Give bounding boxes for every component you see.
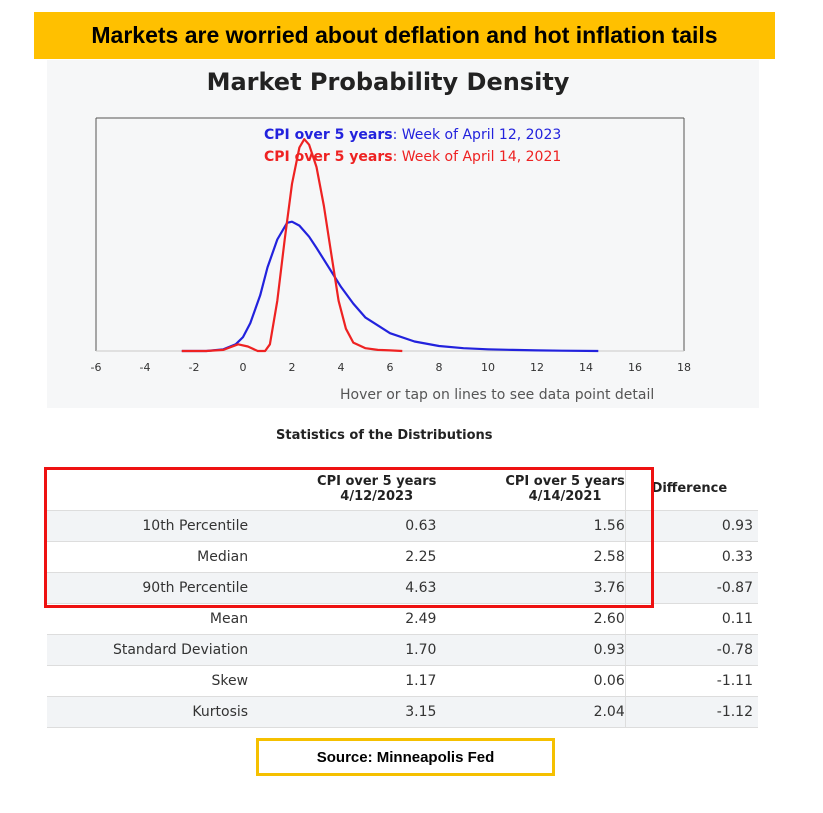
hover-hint: Hover or tap on lines to see data point … [340,387,655,403]
legend-series-date: : Week of April 14, 2021 [393,149,562,165]
row-label: 10th Percentile [47,510,249,542]
x-tick-label: 10 [481,361,495,374]
headline-text: Markets are worried about deflation and … [91,22,718,48]
value-2023: 2.25 [248,541,437,573]
table-row: Kurtosis 3.15 2.04 -1.12 [47,696,758,728]
value-2021: 3.76 [436,572,626,604]
row-label: Kurtosis [47,696,249,728]
legend-entry: CPI over 5 years: Week of April 12, 2023 [264,127,561,143]
row-label: Mean [47,603,249,635]
value-difference: -0.87 [624,572,758,604]
value-difference: -1.11 [624,665,758,697]
table-row: Skew 1.17 0.06 -1.11 [47,665,758,697]
value-2021: 2.04 [436,696,626,728]
x-tick-label: -6 [91,361,102,374]
x-tick-label: -4 [140,361,151,374]
x-tick-label: 2 [289,361,296,374]
source-box: Source: Minneapolis Fed [256,738,555,776]
headline-banner: Markets are worried about deflation and … [34,12,775,59]
legend-series-label: CPI over 5 years [264,149,393,165]
value-difference: 0.11 [624,603,758,635]
x-tick-label: -2 [189,361,200,374]
value-2023: 0.63 [248,510,437,542]
x-tick-label: 16 [628,361,642,374]
header-2021-line1: CPI over 5 years [505,473,625,489]
value-difference: -1.12 [624,696,758,728]
chart-title: Market Probability Density [206,68,570,96]
header-2021-line2: 4/14/2021 [528,488,602,504]
value-2021: 2.60 [436,603,626,635]
value-difference: 0.33 [624,541,758,573]
x-tick-label: 12 [530,361,544,374]
row-label: Standard Deviation [47,634,249,666]
value-2021: 2.58 [436,541,626,573]
value-2023: 3.15 [248,696,437,728]
x-tick-label: 8 [436,361,443,374]
table-row: 90th Percentile 4.63 3.76 -0.87 [47,572,758,604]
series-line-2023 [181,220,599,353]
table-row: Standard Deviation 1.70 0.93 -0.78 [47,634,758,666]
legend-entry: CPI over 5 years: Week of April 14, 2021 [264,149,561,165]
value-2023: 2.49 [248,603,437,635]
value-2023: 1.17 [248,665,437,697]
x-tick-label: 0 [240,361,247,374]
row-label: Skew [47,665,249,697]
density-chart[interactable]: -6 -4 -2 0 2 4 6 8 10 12 14 16 18 CPI over 5 years: W… [47,60,759,408]
header-difference: Difference [624,467,758,511]
x-tick-label: 4 [338,361,345,374]
table-row: Median 2.25 2.58 0.33 [47,541,758,573]
value-difference: 0.93 [624,510,758,542]
table-row: 10th Percentile 0.63 1.56 0.93 [47,510,758,542]
x-tick-label: 18 [677,361,691,374]
value-2023: 4.63 [248,572,437,604]
source-text: Source: Minneapolis Fed [316,748,495,766]
header-2023-line2: 4/12/2023 [340,488,414,504]
value-2021: 0.93 [436,634,626,666]
header-blank [47,467,248,511]
legend-series-label: CPI over 5 years [264,127,393,143]
value-difference: -0.78 [624,634,758,666]
table-row: Mean 2.49 2.60 0.11 [47,603,758,635]
series-line-2021 [181,138,403,353]
header-2023: CPI over 5 years 4/12/2023 [248,467,436,511]
x-tick-label: 14 [579,361,593,374]
stats-table: CPI over 5 years 4/12/2023 CPI over 5 yea… [47,467,758,728]
header-2021: CPI over 5 years 4/14/2021 [436,467,625,511]
value-2021: 0.06 [436,665,626,697]
x-tick-label: 6 [387,361,394,374]
value-2021: 1.56 [436,510,626,542]
stats-title: Statistics of the Distributions [276,428,493,443]
value-2023: 1.70 [248,634,437,666]
stats-header-row: CPI over 5 years 4/12/2023 CPI over 5 yea… [47,467,758,511]
row-label: Median [47,541,249,573]
header-2023-line1: CPI over 5 years [317,473,437,489]
row-label: 90th Percentile [47,572,249,604]
legend-series-date: : Week of April 12, 2023 [393,127,562,143]
